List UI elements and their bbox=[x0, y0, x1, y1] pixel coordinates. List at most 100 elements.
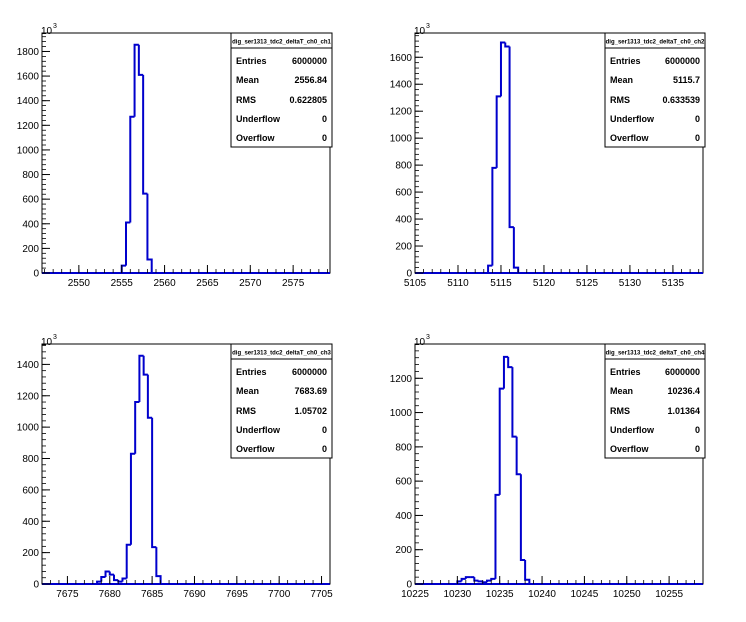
histogram-bin bbox=[125, 543, 131, 579]
x-tick-label: 2575 bbox=[282, 278, 305, 289]
stats-box: dig_ser1313_tdc2_deltaT_ch0_ch3 Entries … bbox=[230, 343, 333, 459]
x-tick-label: 2550 bbox=[68, 278, 91, 289]
y-tick-label: 0 bbox=[406, 269, 412, 280]
histogram-bin bbox=[104, 570, 110, 577]
stats-box: dig_ser1313_tdc2_deltaT_ch0_ch2 Entries … bbox=[604, 32, 706, 148]
y-tick-label: 0 bbox=[406, 580, 412, 591]
y-tick-label: 800 bbox=[22, 454, 39, 465]
stat-label-underflow: Underflow bbox=[236, 114, 281, 124]
histogram-bin bbox=[507, 356, 513, 369]
y-tick-label: 600 bbox=[395, 188, 412, 199]
stat-value-underflow: 0 bbox=[695, 425, 700, 435]
histogram-bin bbox=[146, 374, 153, 419]
stat-value-underflow: 0 bbox=[695, 114, 700, 124]
histogram-bin bbox=[108, 571, 114, 576]
stat-label-entries: Entries bbox=[236, 56, 267, 66]
y-tick-label: 1200 bbox=[17, 391, 40, 402]
histogram-bin bbox=[138, 354, 144, 403]
stat-value-entries: 6000000 bbox=[292, 367, 327, 377]
y-tick-label: 600 bbox=[22, 195, 39, 206]
y-exponent-power: 3 bbox=[426, 334, 430, 341]
y-exponent-base: 10 bbox=[41, 337, 53, 348]
stat-label-overflow: Overflow bbox=[610, 444, 650, 454]
stat-value-mean: 2556.84 bbox=[294, 75, 327, 85]
y-tick-label: 600 bbox=[22, 485, 39, 496]
histogram-bin bbox=[151, 417, 157, 549]
y-tick-label: 1200 bbox=[390, 374, 413, 385]
y-exponent-power: 3 bbox=[53, 334, 57, 341]
histogram-bin bbox=[460, 577, 466, 582]
stat-value-overflow: 0 bbox=[695, 444, 700, 454]
stats-box: dig_ser1313_tdc2_deltaT_ch0_ch4 Entries … bbox=[604, 343, 706, 459]
y-exponent-base: 10 bbox=[414, 26, 426, 37]
x-tick-label: 5110 bbox=[447, 278, 469, 289]
histogram-bin bbox=[133, 43, 139, 117]
x-tick-label: 10255 bbox=[655, 589, 683, 600]
y-tick-label: 1600 bbox=[17, 72, 40, 83]
x-tick-label: 10225 bbox=[401, 589, 429, 600]
y-tick-label: 400 bbox=[395, 215, 412, 226]
histogram-bin bbox=[142, 74, 148, 195]
stats-box: dig_ser1313_tdc2_deltaT_ch0_ch1 Entries … bbox=[230, 32, 333, 148]
y-exponent-power: 3 bbox=[426, 23, 430, 30]
x-tick-label: 2555 bbox=[111, 278, 134, 289]
stat-value-mean: 5115.7 bbox=[673, 75, 700, 85]
stat-label-entries: Entries bbox=[236, 367, 267, 377]
x-tick-label: 2570 bbox=[239, 278, 262, 289]
histogram-bin bbox=[524, 560, 531, 584]
stat-value-entries: 6000000 bbox=[665, 367, 700, 377]
plot-area: 0 200 400 600 800 1000 1200 1400 1600 5105 5110 511… bbox=[390, 32, 704, 289]
histogram-bin bbox=[495, 95, 501, 168]
x-tick-label: 7700 bbox=[268, 589, 291, 600]
x-tick-label: 2560 bbox=[153, 278, 176, 289]
y-tick-label: 400 bbox=[22, 219, 39, 230]
histogram-bin bbox=[113, 574, 119, 582]
stat-label-overflow: Overflow bbox=[236, 444, 276, 454]
stat-label-rms: RMS bbox=[610, 95, 630, 105]
histogram-bin bbox=[499, 41, 506, 97]
stat-value-rms: 1.05702 bbox=[294, 406, 327, 416]
x-tick-label: 5115 bbox=[490, 278, 512, 289]
y-exponent-base: 10 bbox=[41, 26, 53, 37]
plot-area: 0 200 400 600 800 1000 1200 1400 1600 1800 2550 255… bbox=[17, 32, 331, 289]
x-tick-label: 7680 bbox=[99, 589, 122, 600]
stat-label-entries: Entries bbox=[610, 56, 641, 66]
stats-box-frame bbox=[604, 343, 706, 459]
stat-label-mean: Mean bbox=[610, 386, 633, 396]
y-tick-label: 1600 bbox=[390, 53, 413, 64]
x-tick-label: 2565 bbox=[196, 278, 219, 289]
x-tick-label: 5135 bbox=[662, 278, 685, 289]
stat-label-mean: Mean bbox=[610, 75, 633, 85]
histogram-title: dig_ser1313_tdc2_deltaT_ch0_ch1 bbox=[232, 40, 331, 46]
y-tick-label: 600 bbox=[395, 477, 412, 488]
y-tick-label: 400 bbox=[395, 511, 412, 522]
stat-value-entries: 6000000 bbox=[292, 56, 327, 66]
y-tick-label: 1000 bbox=[17, 423, 40, 434]
y-tick-label: 1400 bbox=[17, 360, 40, 371]
y-tick-label: 1800 bbox=[17, 47, 40, 58]
x-tick-label: 5125 bbox=[576, 278, 599, 289]
stat-value-rms: 0.622805 bbox=[289, 95, 327, 105]
y-tick-label: 0 bbox=[33, 580, 39, 591]
histogram-bin bbox=[142, 355, 148, 376]
histogram-bin bbox=[511, 367, 517, 438]
histogram-bin bbox=[519, 474, 526, 561]
y-tick-label: 800 bbox=[395, 442, 412, 453]
x-tick-label: 10245 bbox=[571, 589, 599, 600]
x-tick-label: 7695 bbox=[226, 589, 249, 600]
y-tick-label: 1000 bbox=[390, 408, 413, 419]
stats-box-frame bbox=[604, 32, 706, 148]
histogram-bin bbox=[121, 577, 127, 582]
y-tick-label: 0 bbox=[33, 269, 39, 280]
y-tick-label: 800 bbox=[22, 170, 39, 181]
y-tick-label: 1400 bbox=[390, 80, 413, 91]
stat-value-underflow: 0 bbox=[322, 114, 327, 124]
x-tick-label: 7690 bbox=[183, 589, 206, 600]
y-tick-label: 1200 bbox=[390, 107, 413, 118]
plot-area: 0 200 400 600 800 1000 1200 10225 10230 10235 1024… bbox=[390, 343, 704, 600]
x-tick-label: 7675 bbox=[56, 589, 79, 600]
histogram-bin bbox=[486, 579, 492, 583]
